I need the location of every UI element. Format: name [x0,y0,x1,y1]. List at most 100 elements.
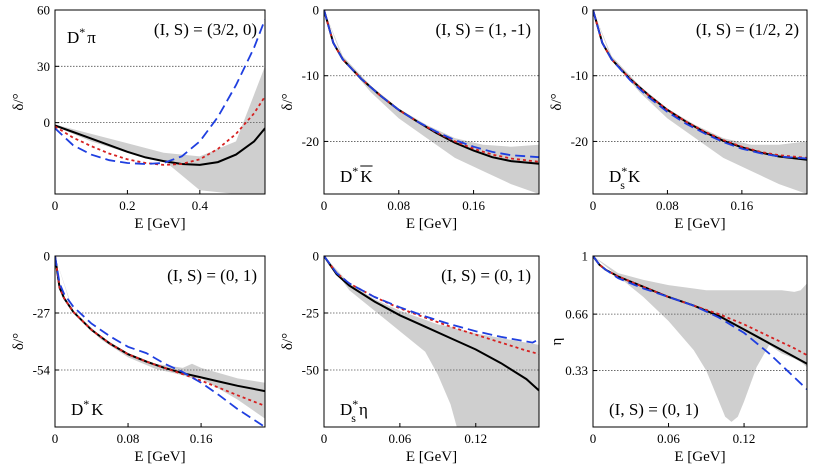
y-axis-title: η [549,337,565,345]
plot-frame [323,9,540,195]
y-tick-label: -20 [302,134,319,149]
x-tick-label: 0 [321,431,328,446]
x-tick-label: 0.08 [656,198,679,213]
label-text: D [340,167,352,186]
x-axis-title: E [GeV] [134,449,185,465]
series-line-solid [324,256,539,392]
plot-area [324,256,539,427]
label-superscript: * [83,397,89,411]
plot-frame [54,255,266,428]
label-text: D [609,167,621,186]
y-axis-title: δ/° [11,333,27,350]
uncertainty-band [55,256,265,419]
x-tick-label: 0.08 [387,198,410,213]
x-axis-title: E [GeV] [674,216,725,232]
series-line-dotted [55,95,265,166]
x-tick-label: 0 [590,431,597,446]
label-tail: K [628,167,641,186]
label-text: (I, S) = (0, 1) [167,266,257,285]
y-axis-title: δ/° [11,93,27,110]
panel-label: (I, S) = (0, 1) [609,400,699,419]
label-text: (I, S) = (1/2, 2) [696,20,799,39]
plot-frame [592,9,808,195]
x-tick-label: 0 [52,431,59,446]
label-tail: η [359,400,368,419]
y-axis-title: δ/° [280,93,296,110]
plot-area [55,256,265,427]
x-tick-label: 0.08 [117,431,140,446]
panel-6: 0 0.06 0.12 0.33 0.66 1 E [GeV] η (I, S) = (0, 1… [549,249,808,465]
y-tick-label: 0.66 [565,307,588,322]
panel-label: D* π [67,25,96,47]
y-tick-label: 30 [37,59,50,74]
panel-1: 0 0.2 0.4 0 30 60 E [GeV] δ/° D* π (I, S) = (3/2, … [11,3,266,232]
label-tail: K [91,400,104,419]
y-tick-label: 0.33 [565,363,588,378]
x-tick-label: 0.2 [119,198,135,213]
series-line-dotted [593,10,807,159]
series-line-dashed [55,19,265,165]
label-text: (I, S) = (3/2, 0) [154,20,257,39]
x-tick-label: 0.06 [657,431,680,446]
x-tick-label: 0 [52,198,59,213]
x-tick-label: 0.4 [192,198,209,213]
x-axis-title: E [GeV] [406,449,457,465]
x-axis-title: E [GeV] [134,216,185,232]
y-tick-label: -20 [571,134,588,149]
y-tick-label: -25 [302,306,319,321]
series-line-dotted [593,256,807,356]
y-tick-label: 0 [313,3,320,18]
panel-label: D* s K [609,164,641,192]
panel-label: D* s η [340,397,368,425]
y-axis-title: δ/° [549,93,565,110]
plot-area [593,10,807,194]
series-line-dashed [324,256,539,344]
x-tick-label: 0.16 [190,431,213,446]
plot-area [593,256,807,422]
label-text: D [71,400,83,419]
plot-frame [592,255,808,428]
uncertainty-band [55,66,265,194]
series-line-dotted [55,256,265,407]
panel-label: (I, S) = (1, -1) [435,20,531,39]
x-axis-title: E [GeV] [674,449,725,465]
panel-label: (I, S) = (1/2, 2) [696,20,799,39]
label-text: D [340,400,352,419]
series-line-dashed [593,256,807,391]
y-axis-title: δ/° [280,333,296,350]
plot-frame [323,255,540,428]
panel-5: 0 0.06 0.12 -50 -25 0 E [GeV] δ/° (I, S) = (0, 1… [280,249,540,465]
y-tick-label: -10 [571,68,588,83]
series-line-dashed [324,10,539,159]
x-tick-label: 0 [321,198,328,213]
label-tail: K [360,167,373,186]
x-tick-label: 0.12 [733,431,756,446]
x-tick-label: 0.16 [730,198,753,213]
x-tick-label: 0.12 [464,431,487,446]
plot-area [324,10,539,194]
y-tick-label: -50 [302,363,319,378]
x-tick-label: 0 [590,198,597,213]
panel-label: (I, S) = (0, 1) [441,266,531,285]
panel-label: D* K [71,397,104,419]
y-tick-label: 0 [44,249,51,264]
label-text: (I, S) = (1, -1) [435,20,531,39]
y-tick-label: 60 [37,3,50,18]
y-tick-label: -54 [33,363,51,378]
panel-2: 0 0.08 0.16 -20 -10 0 E [GeV] δ/° (I, S) = (1, -… [280,3,540,232]
series-line-dashed [593,10,807,160]
y-tick-label: 1 [582,249,589,264]
panel-4: 0 0.08 0.16 -54 -27 0 E [GeV] δ/° (I, S) = (0, 1… [11,249,266,465]
y-tick-label: 0 [582,3,589,18]
label-superscript: * [352,397,358,411]
label-superscript: * [79,25,85,39]
y-tick-label: -10 [302,68,319,83]
uncertainty-band [593,256,807,422]
panel-label: (I, S) = (0, 1) [167,266,257,285]
x-axis-title: E [GeV] [406,216,457,232]
label-superscript: * [352,164,358,178]
label-text: D [67,28,79,47]
label-subscript: s [620,178,625,192]
uncertainty-band [593,10,807,194]
